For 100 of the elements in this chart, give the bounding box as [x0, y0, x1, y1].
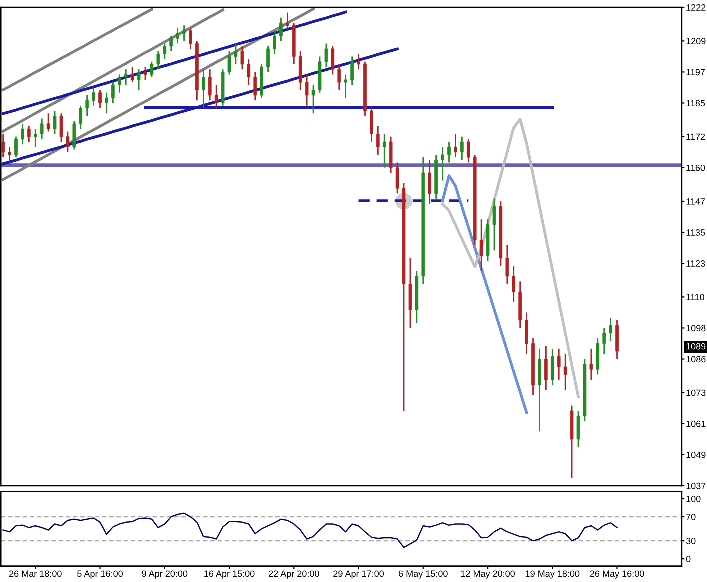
candlestick: [34, 128, 38, 148]
y-tick-label: 1037: [686, 482, 706, 490]
y-tick-label: 1147: [686, 198, 706, 205]
candlestick: [150, 61, 154, 78]
candlestick: [2, 134, 5, 158]
candlestick: [525, 312, 528, 355]
candlestick: [170, 35, 174, 52]
candlestick: [602, 328, 606, 355]
candlestick: [448, 141, 451, 164]
candlestick: [14, 136, 18, 158]
line-series: [2, 8, 315, 182]
candlestick: [66, 130, 70, 154]
candlestick: [376, 126, 380, 156]
x-tick-label: 12 May 20:00: [461, 570, 516, 579]
candlestick: [92, 87, 96, 107]
candlestick: [86, 94, 89, 117]
candlestick: [214, 84, 218, 110]
candlestick: [466, 138, 470, 164]
y-tick-label: 30: [686, 538, 696, 544]
line-series: [2, 8, 224, 133]
candlestick: [512, 265, 516, 304]
y-tick-label: 1197: [686, 69, 706, 76]
text: 1089: [686, 343, 706, 350]
candlestick: [234, 43, 238, 66]
y-tick-label: 1135: [686, 230, 706, 236]
candlestick: [382, 134, 386, 169]
candlestick: [590, 348, 594, 381]
y-tick-label: 100: [686, 496, 701, 502]
candlestick: [370, 105, 374, 143]
candlestick: [609, 317, 612, 342]
y-tick-label: 1222: [686, 4, 706, 11]
candlestick: [357, 53, 360, 70]
candlestick: [247, 58, 251, 86]
candlestick: [182, 24, 186, 42]
x-tick-label: 5 Apr 16:00: [78, 570, 123, 579]
candlestick: [40, 118, 44, 140]
y-tick-label: 1123: [686, 260, 706, 267]
y-tick-label: 1160: [686, 164, 706, 172]
candlestick: [79, 105, 83, 130]
candlestick: [228, 50, 232, 76]
x-tick-label: 26 Mar 18:00: [9, 570, 62, 578]
x-tick-label: 6 May 15:00: [399, 570, 448, 579]
candlestick: [144, 66, 148, 81]
candlestick: [454, 134, 458, 158]
candlestick: [564, 353, 568, 391]
candlestick: [492, 198, 496, 252]
candlestick: [305, 74, 309, 107]
y-tick-label: 1049: [686, 452, 706, 458]
candlestick: [98, 90, 102, 110]
candlestick: [441, 146, 444, 182]
y-tick-label: 1061: [686, 420, 706, 428]
candlestick: [130, 66, 134, 84]
x-tick-label: 26 May 16:00: [590, 570, 644, 579]
candlestick: [286, 12, 290, 32]
line-series: [441, 118, 580, 398]
x-tick-label: 29 Apr 17:00: [334, 570, 384, 579]
candlestick: [105, 92, 108, 114]
candlestick: [208, 68, 212, 102]
x-tick-label: 9 Apr 20:00: [142, 570, 188, 579]
candlestick: [137, 68, 141, 92]
candlestick: [350, 56, 354, 86]
candlestick: [163, 43, 167, 60]
candlestick: [506, 244, 510, 285]
candlestick: [124, 68, 128, 86]
candlestick: [240, 46, 244, 70]
candlestick: [28, 126, 31, 143]
x-tick-label: 22 Apr 20:00: [269, 570, 320, 579]
x-tick-label: 16 Apr 15:00: [204, 570, 255, 579]
candlestick: [576, 410, 580, 448]
line-series: [2, 512, 618, 548]
candlestick: [312, 84, 316, 114]
candlestick: [338, 64, 342, 92]
y-tick-label: 1209: [686, 38, 706, 45]
candlestick: [176, 28, 180, 44]
candlestick: [344, 74, 348, 99]
y-tick-label: 1185: [686, 100, 706, 107]
y-tick-label: 1073: [686, 390, 706, 396]
y-tick-label: 1086: [686, 356, 706, 363]
candlestick: [60, 112, 64, 143]
candlestick: [266, 46, 270, 73]
candlestick: [550, 348, 554, 386]
candlestick: [21, 123, 24, 146]
candlestick: [428, 159, 432, 205]
candlestick: [254, 72, 258, 102]
y-tick-label: 1172: [686, 134, 706, 140]
x-tick-label: 19 May 18:00: [526, 570, 580, 579]
candlestick: [118, 74, 122, 94]
candlestick: [72, 120, 76, 150]
y-tick-label: 1110: [686, 294, 704, 301]
line-series: [2, 10, 348, 116]
candlestick: [112, 82, 115, 104]
candlestick: [460, 136, 464, 161]
candlestick: [280, 17, 283, 42]
candlestick: [189, 28, 192, 50]
candlestick: [8, 146, 12, 166]
candlestick: [331, 46, 335, 76]
y-tick-label: 70: [686, 514, 696, 520]
candlestick: [396, 162, 400, 194]
candlestick: [46, 112, 50, 132]
candlestick: [53, 110, 57, 135]
